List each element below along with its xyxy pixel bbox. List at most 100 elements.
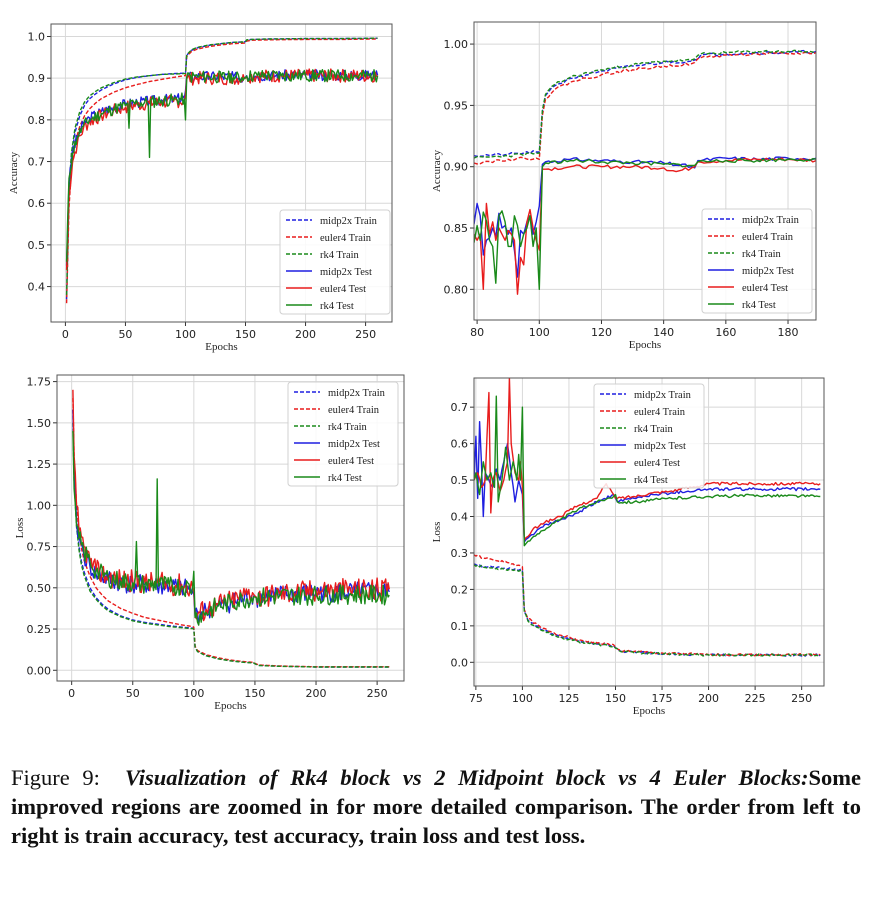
legend-entry: rk4 Train <box>328 422 368 433</box>
y-tick-label: 0.8 <box>28 114 46 127</box>
series-line-midp2x-train <box>474 49 816 158</box>
y-tick-label: 1.50 <box>27 417 52 430</box>
legend-entry: rk4 Test <box>320 301 354 312</box>
x-tick-label: 250 <box>355 328 376 341</box>
legend: midp2x Train euler4 Train rk4 Train midp2x … <box>593 383 705 489</box>
legend-entry: euler4 Train <box>742 232 794 243</box>
axes-frame <box>56 374 405 682</box>
x-tick-label: 200 <box>306 687 327 700</box>
series-line-euler4-test <box>474 378 821 541</box>
y-tick-label: 0.95 <box>444 99 469 112</box>
x-tick-label: 160 <box>715 326 736 339</box>
y-tick-label: 0.85 <box>444 222 469 235</box>
x-tick-label: 125 <box>558 692 579 705</box>
legend-entry: midp2x Train <box>328 388 386 399</box>
x-tick-label: 150 <box>244 687 265 700</box>
legend-entry: midp2x Test <box>328 439 380 450</box>
series-line-euler4-train <box>474 554 821 657</box>
x-tick-label: 100 <box>512 692 533 705</box>
y-tick-label: 0.0 <box>451 656 469 669</box>
caption-title: Visualization of Rk4 block vs 2 Midpoint… <box>125 765 809 790</box>
x-tick-label: 140 <box>653 326 674 339</box>
x-axis-label: Epochs <box>633 705 665 717</box>
legend-entry: euler4 Test <box>320 284 366 295</box>
y-axis-label: Accuracy <box>431 149 443 192</box>
y-tick-label: 0.80 <box>444 283 469 296</box>
axes-frame <box>473 21 817 321</box>
y-tick-label: 1.00 <box>444 38 469 51</box>
series-line-rk4-test <box>72 431 390 626</box>
y-tick-label: 0.3 <box>451 547 469 560</box>
x-tick-label: 175 <box>652 692 673 705</box>
legend-entry: rk4 Test <box>634 475 668 486</box>
x-axis-label: Epochs <box>205 341 237 353</box>
x-tick-label: 120 <box>591 326 612 339</box>
caption-body: Some improved regions are zoomed in for … <box>11 765 862 848</box>
plot-area <box>474 49 816 295</box>
legend-entry: rk4 Test <box>742 300 776 311</box>
legend-entry: rk4 Train <box>634 424 674 435</box>
x-tick-label: 200 <box>698 692 719 705</box>
axes-frame <box>473 377 825 687</box>
y-tick-label: 0.6 <box>451 438 469 451</box>
legend-entry: euler4 Train <box>328 405 380 416</box>
series-line-euler4-test <box>474 157 816 295</box>
legend-entry: midp2x Test <box>320 267 372 278</box>
series-line-rk4-train <box>65 37 378 295</box>
y-tick-label: 0.75 <box>27 541 52 554</box>
y-tick-label: 0.9 <box>28 72 46 85</box>
x-tick-label: 75 <box>469 692 483 705</box>
series-line-rk4-test <box>474 157 816 290</box>
x-tick-label: 180 <box>778 326 799 339</box>
y-axis-label: Loss <box>431 522 443 543</box>
x-tick-label: 100 <box>529 326 550 339</box>
x-tick-label: 250 <box>367 687 388 700</box>
x-axis-label: Epochs <box>214 700 246 712</box>
chart-loss-zoomed: 75 100 125 150 175 200 225 250 0.0 0.1 0.2 0.3 0.4 0.… <box>431 377 825 717</box>
x-tick-label: 150 <box>605 692 626 705</box>
series-line-euler4-test <box>65 68 378 270</box>
plot-area <box>72 389 390 668</box>
y-tick-label: 0.7 <box>451 401 469 414</box>
y-tick-label: 0.2 <box>451 583 469 596</box>
y-tick-label: 0.4 <box>451 511 469 524</box>
figure-caption: Figure 9: Visualization of Rk4 block vs … <box>11 763 861 850</box>
legend-entry: euler4 Test <box>742 283 788 294</box>
x-tick-label: 150 <box>235 328 256 341</box>
legend: midp2x Train euler4 Train rk4 Train midp2x … <box>287 381 399 487</box>
chart-loss-full: 0 50 100 150 200 250 0.00 0.25 0.50 0.75 1.00 1.25 1… <box>14 374 405 712</box>
legend-entry: rk4 Test <box>328 473 362 484</box>
y-axis-label: Loss <box>14 518 26 539</box>
x-tick-label: 0 <box>62 328 69 341</box>
y-tick-label: 0.7 <box>28 156 46 169</box>
series-line-rk4-test <box>474 395 821 547</box>
x-tick-label: 225 <box>745 692 766 705</box>
legend-entry: midp2x Train <box>634 390 692 401</box>
caption-label: Figure 9: <box>11 765 100 790</box>
figure-panels: 0 50 100 150 200 250 0.4 0.5 0.6 0.7 0.8 0.9 1.0 Epoc… <box>8 21 825 717</box>
legend-entry: euler4 Test <box>634 458 680 469</box>
series-line-euler4-train <box>65 38 378 304</box>
y-tick-label: 0.4 <box>28 281 46 294</box>
plot-area <box>65 37 379 304</box>
series-line-midp2x-test <box>474 421 821 543</box>
y-tick-label: 0.00 <box>27 664 52 677</box>
legend-entry: rk4 Train <box>742 249 782 260</box>
series-line-midp2x-train <box>474 563 821 657</box>
series-line-euler4-train <box>72 398 390 668</box>
x-tick-label: 200 <box>295 328 316 341</box>
x-tick-label: 250 <box>791 692 812 705</box>
series-line-rk4-train <box>474 564 821 657</box>
y-tick-label: 1.00 <box>27 499 52 512</box>
series-line-rk4-train <box>72 422 390 668</box>
legend-entry: euler4 Train <box>634 407 686 418</box>
x-tick-label: 0 <box>68 687 75 700</box>
x-tick-label: 100 <box>175 328 196 341</box>
axes-frame <box>50 23 393 323</box>
y-tick-label: 0.6 <box>28 197 46 210</box>
y-tick-label: 1.25 <box>27 458 52 471</box>
x-tick-label: 100 <box>183 687 204 700</box>
legend: midp2x Train euler4 Train rk4 Train midp2x … <box>279 209 391 315</box>
legend-entry: euler4 Train <box>320 233 372 244</box>
chart-accuracy-zoomed: 80 100 120 140 160 180 0.80 0.85 0.90 0.95 1.00 Epo… <box>431 21 817 351</box>
